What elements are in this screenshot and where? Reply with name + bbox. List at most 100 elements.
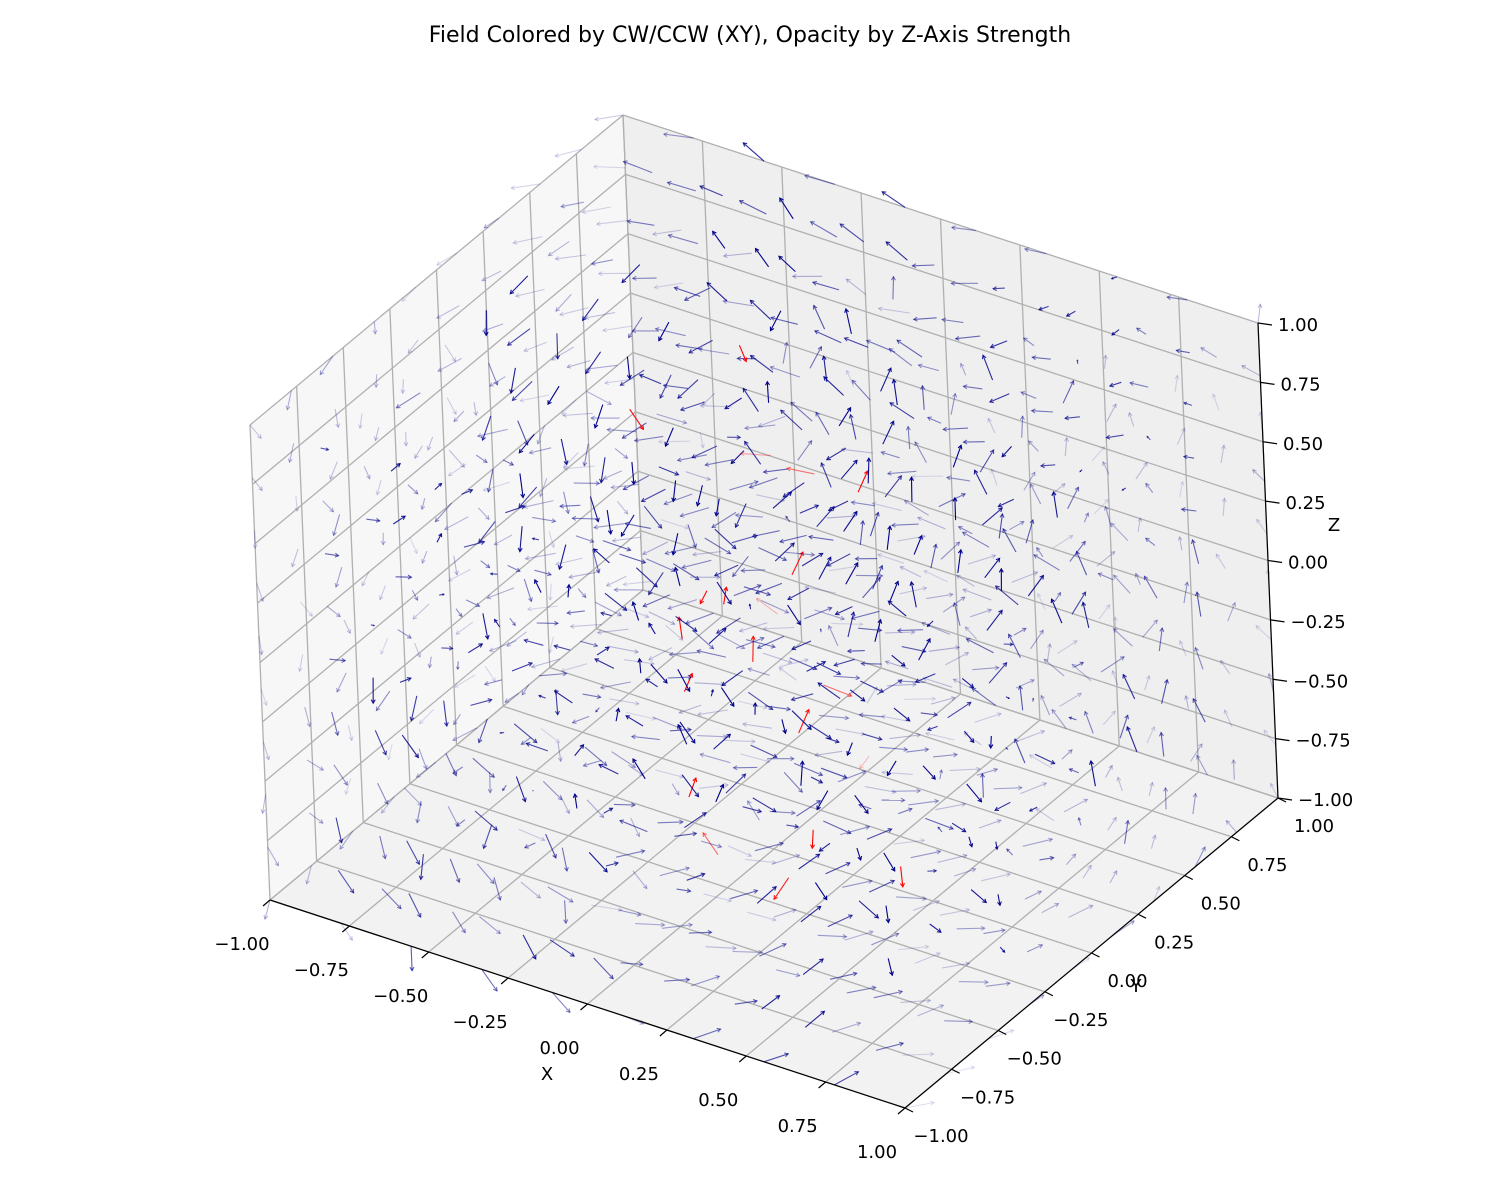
arrow-head [993,767,999,773]
field-arrow [667,599,697,610]
field-arrow [839,825,871,836]
arrow-head [595,517,600,523]
arrow-head [406,677,412,682]
arrow-shaft [1102,710,1116,726]
arrow-shaft [715,498,720,516]
arrow-shaft [686,873,705,881]
arrow-head [1060,483,1066,488]
arrow-shaft [1185,695,1189,709]
arrow-shaft [1104,506,1112,528]
arrow-head [594,658,600,663]
arrow-head [651,715,657,721]
arrow-head [890,866,896,872]
arrow-head [560,203,566,209]
grid-line-back-z [635,411,1271,621]
arrow-shaft [561,201,584,208]
arrow-shaft [1024,890,1042,900]
arrow-head [953,752,958,758]
field-arrow [823,820,852,835]
arrow-head [496,929,502,935]
field-arrow [648,572,664,596]
arrow-shaft [983,929,1005,935]
arrow-shaft [997,894,1001,906]
arrow-shaft [893,707,910,722]
arrow-shaft [995,585,1019,606]
arrow-head [550,356,556,361]
field-arrow [762,626,795,632]
field-arrow [557,544,567,571]
arrow-shaft [475,454,488,463]
field-arrow [869,511,880,537]
field-arrow [747,800,760,821]
arrow-head [1042,782,1048,787]
arrow-shaft [659,867,690,877]
arrow-shaft [752,797,777,813]
arrow-shaft [366,518,380,522]
field-arrow [999,946,1006,953]
field-arrow [811,280,840,291]
field-arrow [831,621,864,627]
arrow-shaft [1222,498,1226,516]
arrow-shaft [594,601,622,617]
field-arrow [631,328,659,334]
field-arrow [477,718,488,744]
arrow-shaft [414,445,423,459]
arrow-shaft [505,505,525,514]
field-arrow [611,536,641,543]
field-arrow [877,553,905,564]
field-arrow [703,893,733,903]
x-tick-mark [262,899,271,907]
arrow-shaft [743,723,772,729]
field-arrow [845,278,867,296]
arrow-head [890,879,896,885]
field-arrow [720,687,735,708]
arrow-head [582,762,588,768]
arrow-head [748,603,752,607]
field-arrow [251,477,263,492]
arrow-head [858,712,864,718]
field-arrow [849,689,866,702]
field-arrow [825,861,851,875]
arrow-head [1150,726,1156,732]
arrow-shaft [1075,551,1088,576]
arrow-head [1182,454,1188,460]
arrow-head [538,694,542,698]
arrow-shaft [810,776,823,784]
arrow-head [1144,537,1150,543]
arrow-head [710,688,715,693]
arrow-head [486,594,492,600]
arrow-head [525,742,531,747]
field-arrow [896,339,923,358]
arrow-head [648,656,654,661]
field-arrow [732,949,764,955]
arrow-head [648,622,653,628]
arrow-head [1021,627,1027,633]
arrow-shaft [1252,469,1266,482]
arrow-head [1129,920,1135,925]
field-arrow [973,469,988,495]
field-arrow [1129,381,1149,388]
arrow-shaft [564,900,567,924]
arrow-shaft [1176,349,1190,354]
field-arrow [854,794,869,815]
field-arrow [304,707,312,728]
arrow-head [687,674,693,680]
arrow-shaft [773,877,790,900]
field-arrow [562,452,579,469]
arrow-shaft [673,563,700,581]
arrow-shaft [688,931,712,934]
arrow-head [692,543,698,549]
arrow-head [724,782,730,788]
arrow-head [452,736,458,742]
arrow-head [924,747,930,753]
arrow-head [770,643,776,649]
arrow-shaft [602,540,631,551]
arrow-head [826,734,832,740]
arrow-head [452,410,457,416]
field-arrow [481,270,502,282]
field-arrow [554,148,582,158]
field-arrow [851,379,871,401]
field-arrow [1006,848,1013,856]
arrow-head [852,971,858,977]
arrow-head [257,434,262,440]
